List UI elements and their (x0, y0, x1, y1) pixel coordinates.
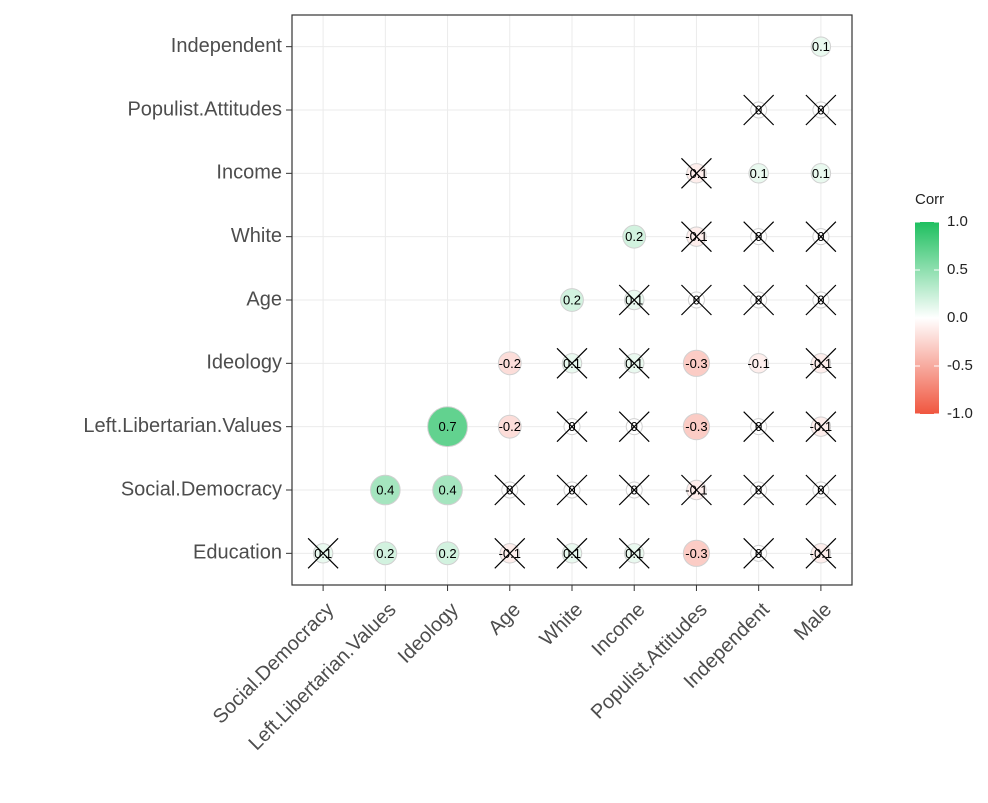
value-label: 0.1 (812, 39, 830, 54)
value-label: -0.1 (747, 356, 769, 371)
insignificant-cross (743, 284, 775, 316)
insignificant-cross (307, 537, 339, 569)
insignificant-cross (805, 221, 837, 253)
insignificant-cross (743, 411, 775, 443)
insignificant-cross (743, 537, 775, 569)
y-tick-label: Independent (171, 35, 283, 57)
insignificant-cross (556, 474, 588, 506)
corr-circle (622, 224, 647, 249)
insignificant-cross (494, 474, 526, 506)
insignificant-cross (805, 94, 837, 126)
x-tick-label: Income (588, 599, 650, 661)
value-label: 0.4 (376, 482, 394, 497)
value-label: -0.3 (685, 419, 707, 434)
corr-circle (682, 413, 711, 441)
x-tick-label: Ideology (394, 599, 463, 668)
y-tick-label: Social.Democracy (121, 478, 282, 500)
insignificant-cross (805, 284, 837, 316)
value-label: 0.4 (439, 482, 457, 497)
corr-circle (497, 351, 522, 376)
insignificant-cross (743, 221, 775, 253)
corr-circle (427, 406, 468, 448)
corr-circle (432, 474, 463, 506)
value-label: 0.2 (439, 546, 457, 561)
colorbar-label: 0.0 (947, 309, 968, 326)
value-label: 0.2 (625, 229, 643, 244)
corr-circle (435, 541, 460, 566)
insignificant-cross (618, 411, 650, 443)
value-label: 0.2 (376, 546, 394, 561)
x-tick-label: Male (790, 599, 836, 645)
insignificant-cross (681, 221, 712, 253)
insignificant-cross (805, 474, 837, 506)
colorbar-label: -1.0 (947, 405, 973, 422)
insignificant-cross (618, 537, 650, 569)
corr-circle (682, 349, 711, 377)
corr-circle (748, 163, 769, 184)
insignificant-cross (494, 537, 526, 569)
colorbar-label: 1.0 (947, 213, 968, 230)
insignificant-cross (805, 411, 837, 443)
colorbar-label: 0.5 (947, 261, 968, 278)
x-tick-label: Populist.Attitudes (587, 599, 712, 724)
insignificant-cross (556, 537, 588, 569)
legend-title: Corr (915, 191, 944, 208)
corr-circle (748, 353, 769, 374)
value-label: 0.7 (439, 419, 457, 434)
value-label: -0.3 (685, 546, 707, 561)
y-tick-label: Income (216, 162, 282, 184)
insignificant-cross (743, 474, 775, 506)
value-label: -0.2 (499, 419, 521, 434)
corr-circle (373, 541, 398, 566)
value-label: 0.1 (812, 166, 830, 181)
x-tick-label: Age (484, 599, 525, 640)
colorbar-label: -0.5 (947, 357, 973, 374)
insignificant-cross (805, 347, 837, 379)
insignificant-cross (618, 284, 650, 316)
corr-circle (810, 36, 832, 57)
value-label: -0.3 (685, 356, 707, 371)
corr-circle (370, 474, 401, 506)
insignificant-cross (681, 474, 712, 506)
insignificant-cross (618, 474, 650, 506)
insignificant-cross (681, 284, 712, 316)
y-tick-label: Ideology (206, 352, 282, 374)
corr-circle (497, 414, 522, 439)
insignificant-cross (556, 347, 588, 379)
value-label: 0.2 (563, 292, 581, 307)
insignificant-cross (805, 537, 837, 569)
y-tick-label: White (231, 225, 282, 247)
y-tick-label: Populist.Attitudes (127, 98, 282, 120)
insignificant-cross (618, 347, 650, 379)
corr-circle (810, 163, 832, 184)
y-tick-label: Left.Libertarian.Values (83, 415, 282, 437)
value-label: -0.2 (499, 356, 521, 371)
value-label: 0.1 (750, 166, 768, 181)
y-tick-label: Age (246, 288, 282, 310)
x-tick-label: White (536, 599, 588, 651)
corr-circle (560, 288, 584, 312)
y-tick-label: Education (193, 542, 282, 564)
insignificant-cross (743, 94, 775, 126)
corr-circle (682, 539, 711, 567)
insignificant-cross (681, 157, 712, 189)
insignificant-cross (556, 411, 588, 443)
